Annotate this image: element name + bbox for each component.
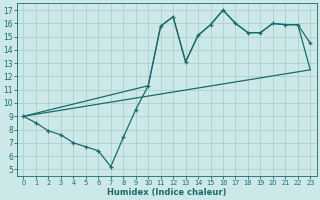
X-axis label: Humidex (Indice chaleur): Humidex (Indice chaleur): [107, 188, 227, 197]
